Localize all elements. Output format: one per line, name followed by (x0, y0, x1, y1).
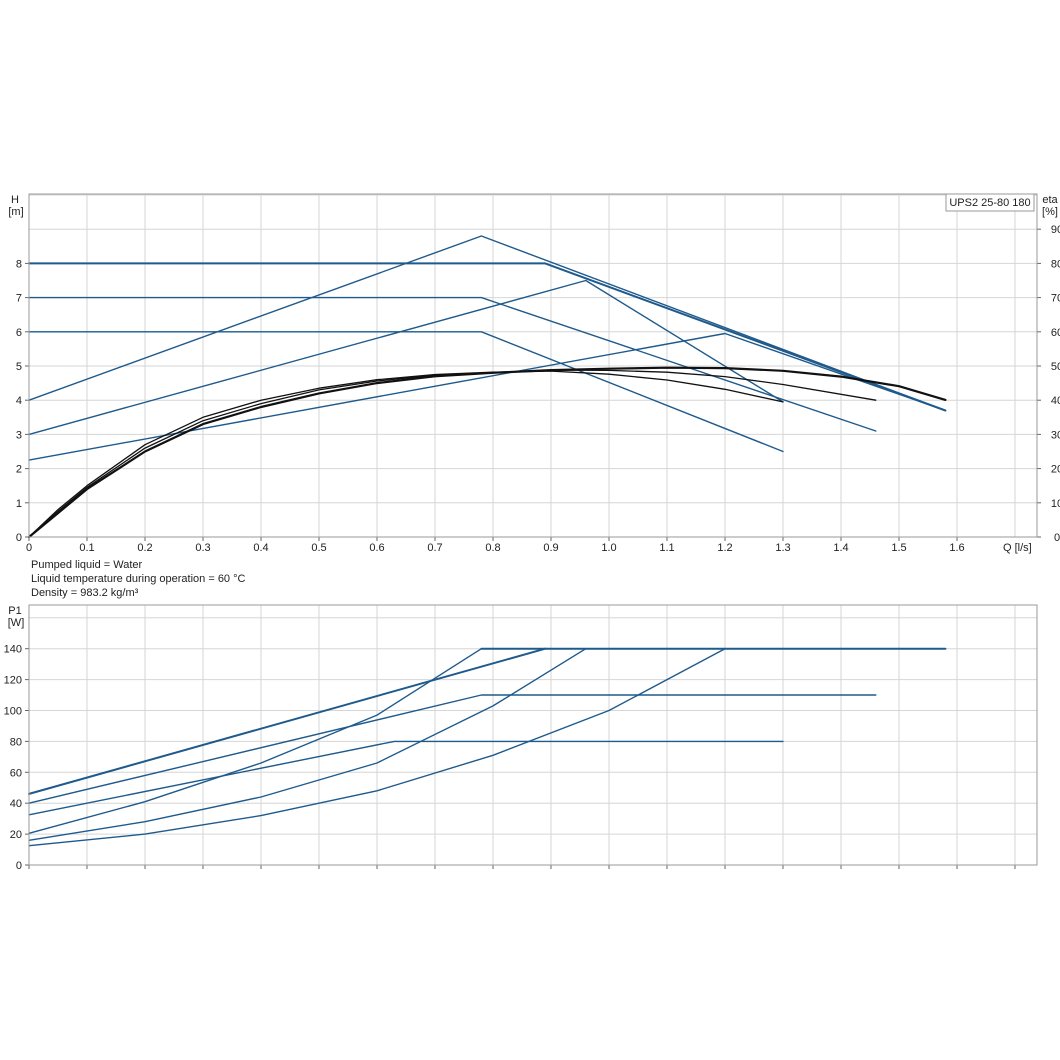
power-chart: 0 20 40 60 80 100 120 140 P1 [W] (4, 604, 1038, 872)
x-tick-label: 0.8 (485, 542, 500, 554)
x-tick-label: 0.1 (79, 542, 94, 554)
y-tick-label-power: 0 (16, 860, 22, 872)
x-tick-label: 0.7 (427, 542, 442, 554)
head-curve-4 (28, 235, 947, 412)
head-chart-grid (28, 194, 1037, 538)
x-tick-label: 0.3 (195, 542, 210, 554)
liquid-temperature-note: Liquid temperature during operation = 60… (31, 573, 246, 585)
power-curve-1 (28, 648, 483, 834)
x-tick-label: 0.5 (311, 542, 326, 554)
x-tick-label: 0.2 (137, 542, 152, 554)
y-tick-label-eta: 60 (1051, 327, 1060, 339)
y-tick-label-eta: 80 (1051, 258, 1060, 270)
head-curve-2 (28, 296, 877, 432)
model-label: UPS2 25-80 180 (949, 197, 1030, 209)
head-chart-frame (28, 193, 1038, 538)
x-tick-label: 1.0 (601, 542, 616, 554)
y-tick-label-eta: 30 (1051, 429, 1060, 441)
power-chart-frame (28, 604, 1038, 866)
x-tick-label: 0.6 (369, 542, 384, 554)
x-tick-label: 1.3 (775, 542, 790, 554)
efficiency-curve-8 (28, 369, 877, 538)
y-tick-label-eta: 10 (1051, 498, 1060, 510)
power-curve-2 (28, 648, 587, 841)
power-chart-series (28, 647, 947, 847)
y-tick-label-power: 140 (4, 644, 22, 656)
x-tick-label: 0.4 (253, 542, 268, 554)
x-tick-label: 1.2 (717, 542, 732, 554)
x-tick-label: 1.6 (949, 542, 964, 554)
y-tick-label-power: 120 (4, 675, 22, 687)
efficiency-curve-9 (27, 366, 947, 539)
y-tick-label-power: 100 (4, 706, 22, 718)
y-tick-label-head: 1 (16, 498, 22, 510)
head-curve-1 (28, 331, 784, 453)
head-curve-6 (28, 332, 947, 461)
model-label-box: UPS2 25-80 180 (945, 193, 1035, 212)
y-tick-label-power: 80 (10, 736, 22, 748)
power-chart-ticks: 0 20 40 60 80 100 120 140 (4, 644, 1016, 872)
head-chart-series (27, 235, 947, 539)
power-curve-6 (28, 694, 877, 804)
x-tick-label: 1.4 (833, 542, 848, 554)
y-tick-label-eta: 0 (1054, 532, 1060, 544)
power-curve-7 (28, 740, 784, 816)
power-curve-4 (28, 647, 547, 795)
y-tick-label-eta: 50 (1051, 361, 1060, 373)
x-tick-label: 0 (26, 542, 32, 554)
y-tick-label-head: 0 (16, 532, 22, 544)
y-tick-label-power: 20 (10, 829, 22, 841)
x-tick-label: 1.5 (891, 542, 906, 554)
y-tick-label-eta: 20 (1051, 464, 1060, 476)
y-axis-label-power: P1 (8, 605, 21, 617)
head-chart-ticks: 0 0.1 0.2 0.3 0.4 0.5 0.6 0.7 0.8 0.9 1.0 1.1 1.2 1.3… (16, 224, 1060, 554)
y-tick-label-eta: 40 (1051, 395, 1060, 407)
power-curve-3 (28, 648, 726, 847)
y-tick-label-power: 40 (10, 798, 22, 810)
density-note: Density = 983.2 kg/m³ (31, 587, 139, 599)
pumped-liquid-note: Pumped liquid = Water (31, 559, 143, 571)
x-axis-label-flow: Q [l/s] (1003, 542, 1032, 554)
y-tick-label-head: 4 (16, 395, 22, 407)
head-curve-3 (28, 262, 947, 412)
efficiency-curve-7 (28, 370, 784, 538)
y-axis-unit-head: [m] (8, 206, 23, 218)
y-tick-label-head: 6 (16, 327, 22, 339)
x-tick-label: 0.9 (543, 542, 558, 554)
y-axis-label-eta: eta (1042, 194, 1058, 206)
y-tick-label-head: 5 (16, 361, 22, 373)
head-efficiency-chart: 0 0.1 0.2 0.3 0.4 0.5 0.6 0.7 0.8 0.9 1.0 1.1 1.2 1.3… (8, 193, 1060, 554)
y-axis-unit-power: [W] (8, 617, 25, 629)
y-axis-label-head: H (11, 194, 19, 206)
y-tick-label-eta: 70 (1051, 293, 1060, 305)
power-chart-grid (28, 605, 1037, 866)
y-tick-label-head: 8 (16, 258, 22, 270)
y-tick-label-power: 60 (10, 767, 22, 779)
head-curve-5 (28, 279, 784, 436)
y-tick-label-head: 7 (16, 293, 22, 305)
y-tick-label-eta: 90 (1051, 224, 1060, 236)
x-tick-label: 1.1 (659, 542, 674, 554)
y-axis-unit-eta: [%] (1042, 206, 1058, 218)
y-tick-label-head: 2 (16, 464, 22, 476)
y-tick-label-head: 3 (16, 429, 22, 441)
